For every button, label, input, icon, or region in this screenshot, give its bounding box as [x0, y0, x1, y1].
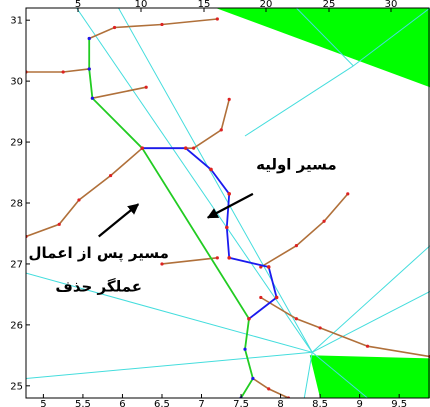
top-tick-label: 20 — [260, 0, 273, 10]
visibility-line — [303, 352, 313, 398]
initial-path-node — [227, 192, 231, 196]
y-tick-label: 25 — [10, 381, 23, 392]
y-tick-label: 31 — [10, 16, 23, 27]
x-tick-label: 6 — [119, 399, 125, 407]
top-tick-label: 10 — [135, 0, 148, 10]
branch-node — [227, 97, 231, 102]
visibility-line — [311, 351, 368, 398]
tree-branch — [161, 257, 218, 265]
tree-branch — [26, 68, 90, 73]
y-tick-label: 30 — [10, 77, 23, 88]
branch-node — [215, 17, 219, 21]
annotation-label: عملگر حذف — [55, 277, 142, 295]
obstacle-top-right — [215, 8, 430, 88]
initial-path-node — [209, 167, 213, 172]
axes: 25 26 27 28 29 30 31 5 5.5 6 6.5 7 7.5 8 8.5 9 9.5 5 10 15 2… — [10, 0, 407, 407]
initial-path-node — [140, 146, 145, 150]
branch-node — [294, 244, 298, 248]
visibility-line — [352, 8, 430, 67]
initial-path — [142, 147, 278, 320]
top-tick-label: 5 — [75, 0, 81, 10]
annotation-arrow — [206, 192, 254, 219]
visibility-line — [76, 8, 313, 353]
path-after-deletion-node — [251, 376, 255, 381]
branch-node — [365, 344, 370, 348]
branch-node — [267, 387, 271, 391]
branch-node — [61, 70, 65, 74]
visibility-line — [118, 8, 313, 353]
annotations: مسیر اولیه مسیر پس از اعمال عملگر حذف — [29, 155, 337, 295]
visibility-line — [26, 351, 313, 379]
branch-node — [112, 25, 117, 30]
tree-branch — [260, 193, 349, 268]
top-tick-label: 15 — [198, 0, 211, 10]
visibility-line — [296, 8, 354, 67]
x-tick-label: 6.5 — [154, 399, 170, 407]
branch-node — [318, 326, 322, 330]
visibility-line — [311, 245, 430, 353]
branch-node — [144, 85, 148, 89]
tree-branch — [252, 377, 289, 398]
branch-node — [77, 198, 81, 202]
path-after-deletion-node — [90, 96, 95, 100]
x-tick-label: 5.5 — [75, 399, 91, 407]
path-after-deletion-node — [87, 67, 91, 71]
branch-node — [160, 262, 164, 266]
initial-path-node — [266, 265, 271, 269]
initial-path-node — [274, 295, 279, 300]
initial-path-node — [247, 316, 251, 321]
tree-branch — [26, 147, 143, 238]
branch-node — [160, 22, 164, 27]
top-tick-label: 30 — [385, 0, 398, 10]
initial-path-node — [225, 225, 229, 230]
plot-area — [26, 8, 430, 398]
annotation-label: مسیر اولیه — [256, 155, 337, 173]
x-tick-label: 9 — [356, 399, 362, 407]
x-tick-label: 8.5 — [312, 399, 328, 407]
plot-frame — [25, 7, 430, 399]
y-tick-label: 28 — [10, 199, 23, 210]
branch-node — [259, 295, 263, 300]
annotation-label: مسیر پس از اعمال — [29, 244, 169, 263]
obstacle-bottom-right — [309, 355, 430, 398]
visibility-line — [26, 272, 313, 353]
path-after-deletion — [88, 38, 254, 398]
initial-path-node — [227, 256, 231, 260]
path-after-deletion-node — [87, 36, 91, 41]
x-tick-label: 7.5 — [233, 399, 249, 407]
y-tick-label: 27 — [10, 259, 23, 270]
initial-path-node — [183, 146, 188, 150]
branch-node — [322, 219, 326, 223]
tree-branch — [92, 86, 147, 99]
branch-node — [215, 256, 219, 260]
path-after-deletion-node — [243, 347, 247, 351]
y-tick-label: 26 — [10, 320, 23, 331]
branch-node — [57, 222, 61, 226]
tree-branch — [88, 18, 218, 40]
x-tick-label: 5 — [40, 399, 46, 407]
annotation-arrow — [98, 203, 140, 238]
visibility-line — [244, 65, 354, 137]
x-tick-label: 8 — [277, 399, 283, 407]
branch-node — [192, 146, 196, 150]
top-tick-label: 25 — [323, 0, 336, 10]
branch-node — [108, 173, 113, 178]
branch-node — [294, 317, 298, 321]
branch-node — [346, 192, 350, 196]
visibility-line — [311, 290, 430, 353]
y-tick-label: 29 — [10, 138, 23, 149]
x-tick-label: 7 — [198, 399, 204, 407]
x-tick-label: 9.5 — [391, 399, 407, 407]
branch-node — [219, 128, 223, 132]
